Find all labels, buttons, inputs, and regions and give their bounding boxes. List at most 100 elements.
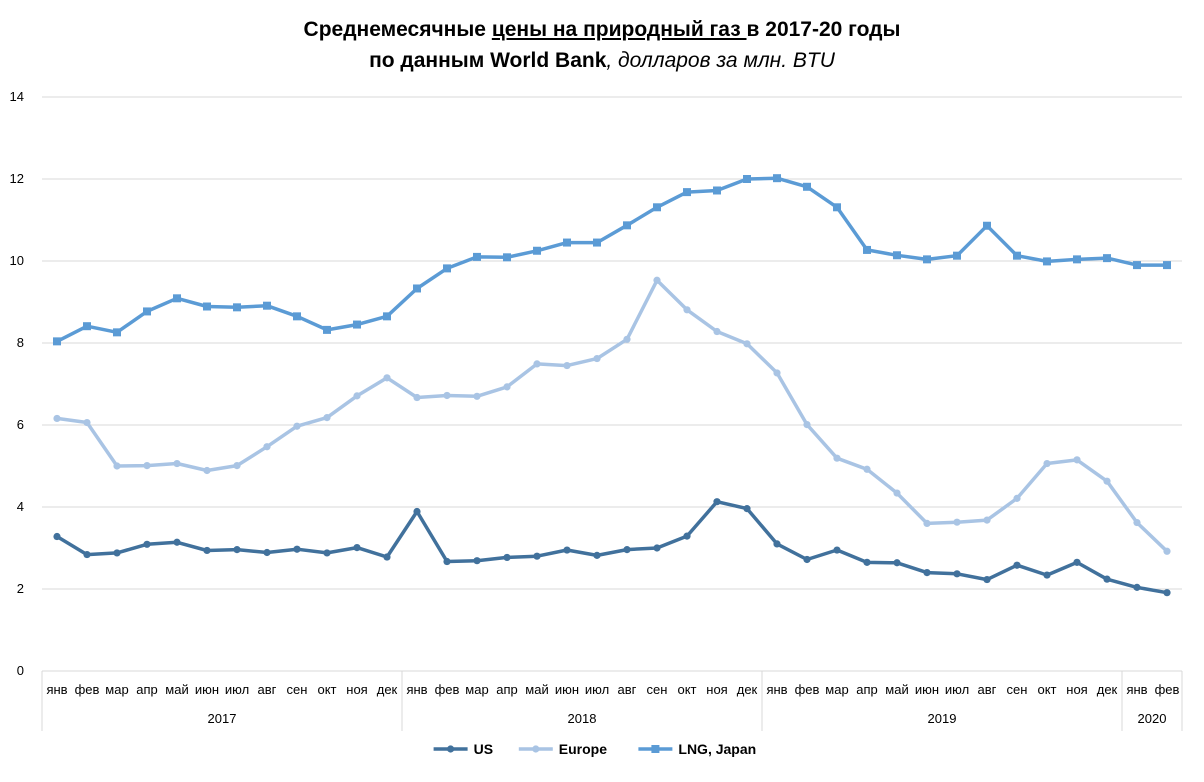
data-point-lng-japan <box>1043 257 1051 266</box>
data-point-us <box>143 540 151 548</box>
x-tick-label-month: ноя <box>1066 682 1087 697</box>
data-point-europe <box>323 414 331 422</box>
y-tick-label: 0 <box>17 663 24 678</box>
data-point-europe <box>743 340 751 348</box>
data-point-europe <box>1133 518 1141 527</box>
x-tick-label-month: ноя <box>706 682 727 697</box>
title-line-1: Среднемесячные цены на природный газ в 2… <box>0 14 1204 45</box>
data-point-lng-japan <box>803 182 811 191</box>
x-tick-label-month: апр <box>136 682 158 697</box>
data-point-lng-japan <box>683 188 691 197</box>
data-point-lng-japan <box>623 221 631 230</box>
data-point-europe <box>443 391 451 400</box>
data-point-europe <box>953 518 961 526</box>
x-tick-label-month: сен <box>647 682 668 697</box>
data-point-us <box>263 548 271 557</box>
data-point-lng-japan <box>833 203 841 212</box>
data-point-us <box>503 553 511 562</box>
x-tick-label-year: 2018 <box>568 711 597 726</box>
data-point-lng-japan <box>563 238 571 247</box>
data-point-europe <box>563 361 571 370</box>
chart-title: Среднемесячные цены на природный газ в 2… <box>0 14 1204 76</box>
data-point-europe <box>713 327 721 336</box>
data-point-europe <box>863 465 871 473</box>
data-point-europe <box>413 393 421 402</box>
data-point-europe <box>83 418 91 427</box>
data-point-lng-japan <box>863 245 871 254</box>
data-point-europe <box>1043 459 1051 468</box>
x-tick-label-month: апр <box>496 682 518 697</box>
data-point-lng-japan <box>383 312 391 321</box>
data-point-us <box>1013 561 1021 569</box>
data-point-europe <box>983 516 991 524</box>
data-point-us <box>173 538 181 546</box>
x-tick-label-month: сен <box>1007 682 1028 697</box>
data-point-us <box>353 543 361 552</box>
data-point-us <box>53 532 61 541</box>
legend-label-us: US <box>474 741 493 757</box>
x-tick-label-month: сен <box>287 682 308 697</box>
data-point-lng-japan <box>743 175 751 183</box>
data-point-lng-japan <box>353 320 361 329</box>
data-point-us <box>1043 571 1051 579</box>
data-point-us <box>923 569 931 577</box>
x-tick-label-year: 2020 <box>1138 711 1167 726</box>
data-point-us <box>683 532 691 540</box>
title-line-2: по данным World Bank, долларов за млн. B… <box>0 45 1204 76</box>
x-tick-label-month: июн <box>915 682 939 697</box>
x-tick-label-month: май <box>885 682 908 697</box>
data-point-europe <box>773 369 781 377</box>
data-point-lng-japan <box>203 302 211 311</box>
data-point-europe <box>203 466 211 475</box>
x-tick-label-month: янв <box>46 682 67 697</box>
y-tick-label: 6 <box>17 417 24 432</box>
data-point-europe <box>113 462 121 470</box>
data-point-us <box>233 546 241 554</box>
data-point-us <box>323 549 331 557</box>
x-tick-label-month: июл <box>945 682 969 697</box>
title-part-3: в 2017-20 годы <box>746 18 901 41</box>
data-point-lng-japan <box>473 252 481 261</box>
data-point-lng-japan <box>83 322 91 331</box>
x-tick-label-month: янв <box>766 682 787 697</box>
data-point-us <box>203 546 211 555</box>
x-tick-label-month: июн <box>195 682 219 697</box>
data-point-europe <box>623 335 631 343</box>
data-point-europe <box>683 306 691 314</box>
data-point-europe <box>473 392 481 400</box>
x-tick-label-month: май <box>165 682 188 697</box>
data-point-europe <box>593 354 601 363</box>
data-point-us <box>623 546 631 554</box>
data-point-lng-japan <box>1013 251 1021 260</box>
data-point-us <box>113 549 121 557</box>
y-tick-label: 2 <box>17 581 24 596</box>
data-point-europe <box>1103 477 1111 485</box>
title-line2-italic: , долларов за млн. BTU <box>606 49 835 72</box>
data-point-us <box>803 555 811 564</box>
data-point-us <box>773 540 781 548</box>
x-tick-label-month: авг <box>978 682 997 697</box>
data-point-us <box>953 570 961 578</box>
data-point-europe <box>1073 456 1081 464</box>
data-point-us <box>473 557 481 565</box>
data-point-europe <box>353 392 361 400</box>
data-point-us <box>1103 575 1111 583</box>
x-tick-label-month: мар <box>825 682 848 697</box>
data-point-lng-japan <box>1073 255 1081 264</box>
y-axis: 0 2 4 6 8 10 12 14 <box>10 89 24 678</box>
x-tick-label-month: янв <box>406 682 427 697</box>
data-point-lng-japan <box>443 264 451 273</box>
title-line2-bold: по данным World Bank <box>369 49 607 72</box>
gridlines <box>42 96 1182 590</box>
data-point-us <box>983 575 991 584</box>
data-point-us <box>413 507 421 516</box>
data-point-europe <box>503 383 511 391</box>
data-point-europe <box>1163 547 1171 555</box>
legend-marker-europe <box>532 745 540 753</box>
data-point-europe <box>173 459 181 468</box>
data-point-lng-japan <box>1133 261 1141 270</box>
data-point-us <box>1073 558 1081 566</box>
x-tick-label-year: 2017 <box>208 711 237 726</box>
x-tick-label-month: мар <box>105 682 128 697</box>
data-point-europe <box>143 461 151 470</box>
